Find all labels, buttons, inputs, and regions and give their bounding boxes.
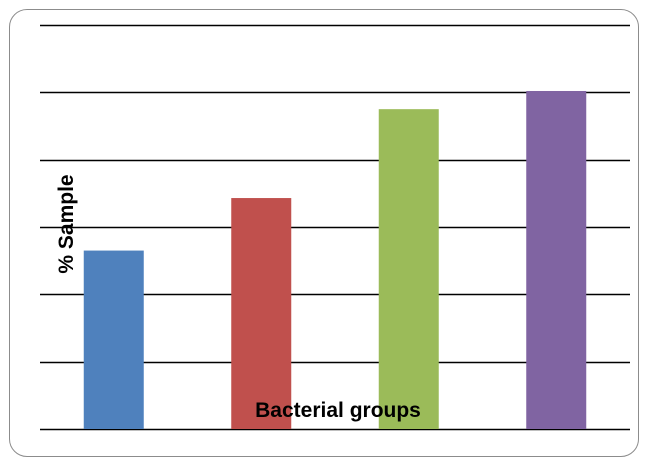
bar-3 [378,109,439,430]
bar-2 [231,198,292,429]
x-axis-title: Bacterial groups [255,399,421,422]
bars [83,90,587,430]
bar-1 [83,250,144,429]
bar-4 [526,90,587,429]
y-axis-title: % Sample [55,174,78,273]
